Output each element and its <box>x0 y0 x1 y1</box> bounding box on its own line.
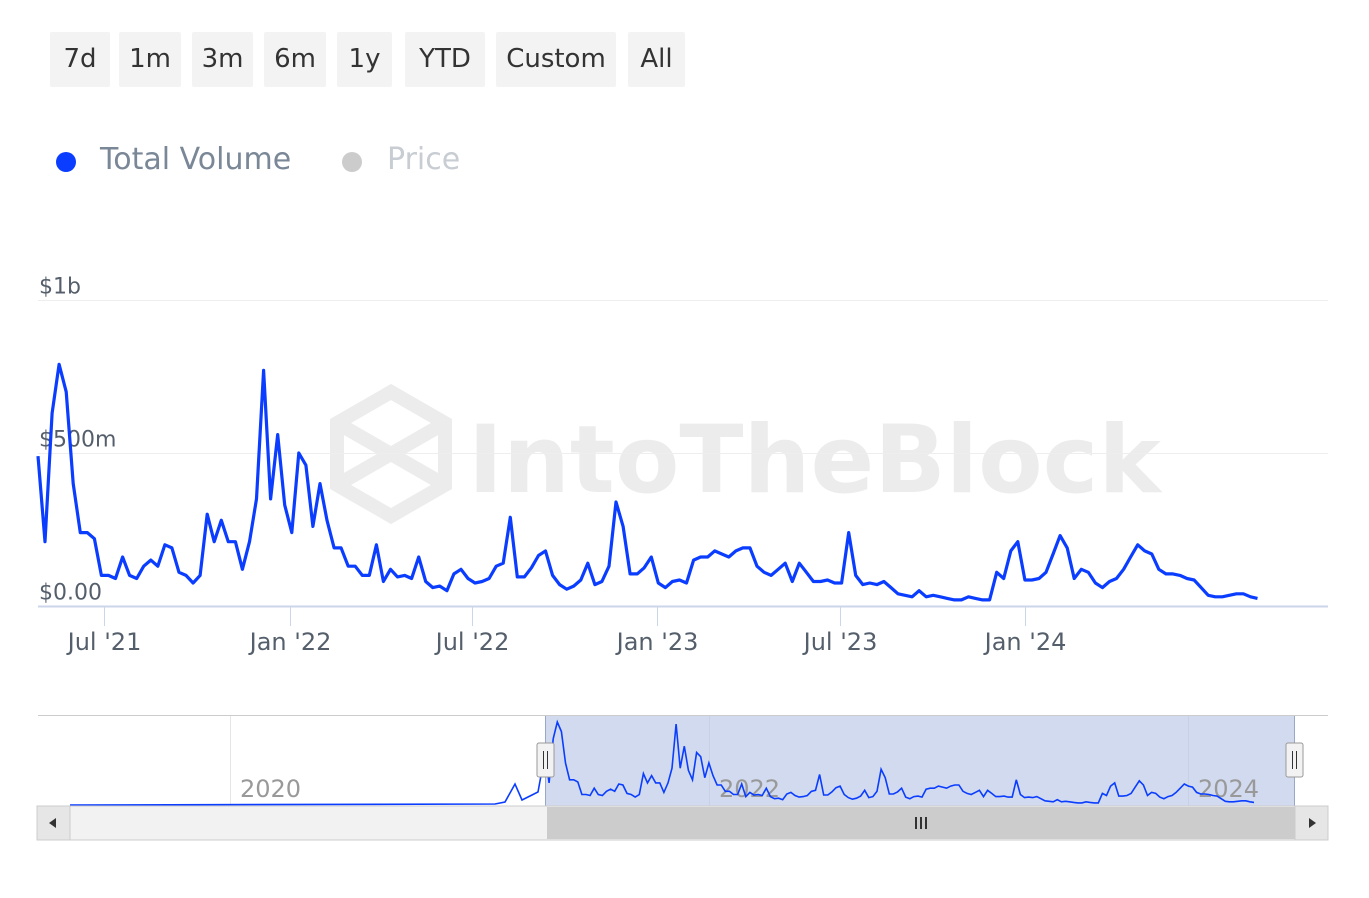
navigator-handle-left[interactable] <box>536 742 555 778</box>
navigator: 2020 2022 2024 <box>36 715 1329 841</box>
legend-dot-icon <box>342 152 362 172</box>
navigator-series-line <box>69 719 1255 806</box>
grip-icon <box>915 817 927 829</box>
x-tick-label: Jan '23 <box>615 628 699 656</box>
range-button-1m[interactable]: 1m <box>119 32 181 87</box>
x-tick-label: Jan '24 <box>983 628 1067 656</box>
legend-label-price: Price <box>387 142 461 177</box>
range-button-3m[interactable]: 3m <box>192 32 253 87</box>
series-line-total-volume <box>36 362 1258 602</box>
x-tick-label: Jul '23 <box>802 628 878 656</box>
x-tick-label: Jul '22 <box>434 628 510 656</box>
arrow-left-icon <box>49 818 56 828</box>
watermark-text: IntoTheBlock <box>468 406 1163 515</box>
y-tick-label: $1b <box>39 275 81 300</box>
range-button-custom[interactable]: Custom <box>496 32 616 87</box>
legend-item-total-volume[interactable]: Total Volume <box>55 138 325 182</box>
navigator-label-2024: 2024 <box>1198 775 1259 803</box>
range-button-all[interactable]: All <box>628 32 685 87</box>
range-button-6m[interactable]: 6m <box>264 32 326 87</box>
legend-item-price[interactable]: Price <box>341 138 481 182</box>
legend-dot-icon <box>56 152 76 172</box>
arrow-right-icon <box>1309 818 1316 828</box>
navigator-label-2022: 2022 <box>719 775 780 803</box>
range-button-7d[interactable]: 7d <box>50 32 110 87</box>
scroll-left-button[interactable] <box>36 805 71 841</box>
x-tick-label: Jan '22 <box>248 628 332 656</box>
grid <box>38 300 1328 608</box>
navigator-handle-right[interactable] <box>1285 742 1304 778</box>
x-tick-label: Jul '21 <box>66 628 142 656</box>
scroll-right-button[interactable] <box>1294 805 1329 841</box>
range-button-ytd[interactable]: YTD <box>405 32 485 87</box>
legend-label-total-volume: Total Volume <box>100 142 292 177</box>
y-tick-label: $0.00 <box>39 581 102 606</box>
navigator-selection[interactable] <box>545 716 1295 806</box>
navigator-label-2020: 2020 <box>240 775 301 803</box>
x-axis-ticks: Jul '21 Jan '22 Jul '22 Jan '23 Jul '23 Jan '… <box>66 606 1067 656</box>
range-button-1y[interactable]: 1y <box>337 32 392 87</box>
